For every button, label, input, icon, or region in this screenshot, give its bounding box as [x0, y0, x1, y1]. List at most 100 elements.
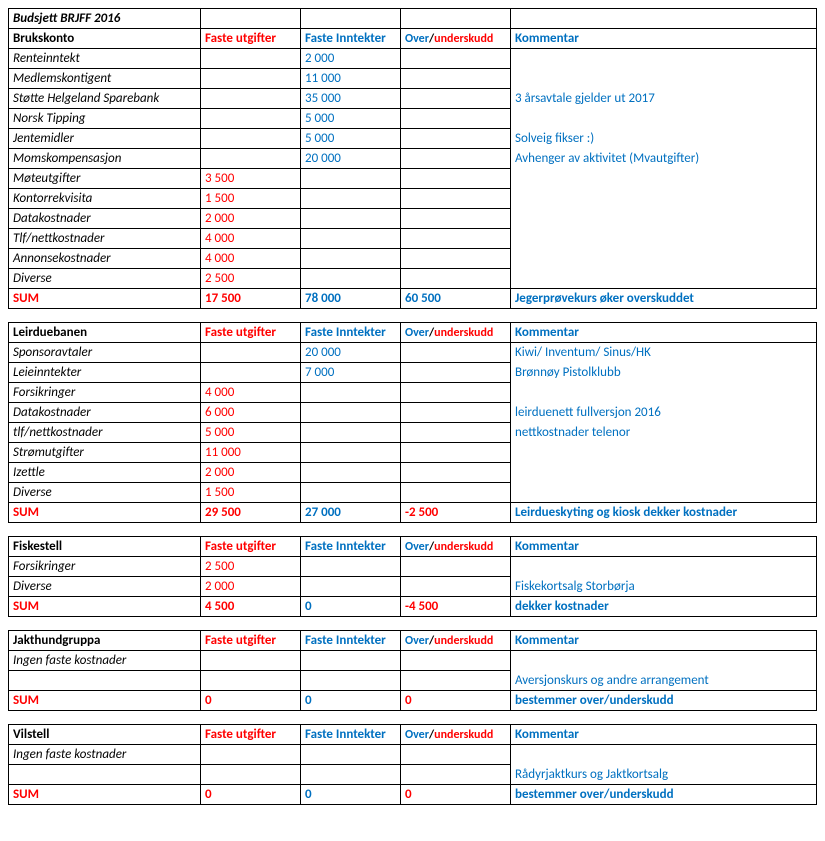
cell-inntekter: 35 000: [301, 89, 401, 109]
section-header: Jakthundgruppa: [9, 631, 201, 651]
cell-kommentar: Rådyrjaktkurs og Jaktkortsalg: [511, 765, 817, 785]
cell-ou: [401, 109, 511, 129]
cell-ou: [401, 443, 511, 463]
row-label: Norsk Tipping: [9, 109, 201, 129]
cell-ou: [401, 249, 511, 269]
col-header-kommentar: Kommentar: [511, 631, 817, 651]
cell-kommentar: [511, 229, 817, 249]
row-label: Datakostnader: [9, 403, 201, 423]
row-label: Diverse: [9, 577, 201, 597]
row-label: Møteutgifter: [9, 169, 201, 189]
col-header-overunderskudd: Over/underskudd: [401, 323, 511, 343]
cell-inntekter: [301, 765, 401, 785]
row-label: [9, 765, 201, 785]
cell-utgifter: 1 500: [201, 189, 301, 209]
sum-inntekter: 0: [301, 691, 401, 711]
cell-ou: [401, 403, 511, 423]
cell-utgifter: [201, 765, 301, 785]
cell-inntekter: [301, 383, 401, 403]
cell-utgifter: 2 000: [201, 209, 301, 229]
section-header: Vilstell: [9, 725, 201, 745]
row-label: Forsikringer: [9, 383, 201, 403]
cell-inntekter: [301, 463, 401, 483]
cell-kommentar: [511, 209, 817, 229]
cell-utgifter: 11 000: [201, 443, 301, 463]
cell-ou: [401, 745, 511, 765]
cell-inntekter: 7 000: [301, 363, 401, 383]
cell-kommentar: Avhenger av aktivitet (Mvautgifter): [511, 149, 817, 169]
col-header-overunderskudd: Over/underskudd: [401, 631, 511, 651]
cell-kommentar: nettkostnader telenor: [511, 423, 817, 443]
cell-kommentar: [511, 269, 817, 289]
col-header-utgifter: Faste utgifter: [201, 537, 301, 557]
cell-kommentar: [511, 383, 817, 403]
cell-utgifter: 1 500: [201, 483, 301, 503]
cell-utgifter: 4 000: [201, 249, 301, 269]
cell-utgifter: 2 500: [201, 557, 301, 577]
cell-ou: [401, 209, 511, 229]
cell-ou: [401, 423, 511, 443]
cell-utgifter: [201, 69, 301, 89]
cell-ou: [401, 169, 511, 189]
cell-ou: [401, 89, 511, 109]
cell-inntekter: [301, 209, 401, 229]
sum-kommentar: Jegerprøvekurs øker overskuddet: [511, 289, 817, 309]
cell-ou: [401, 557, 511, 577]
cell-kommentar: 3 årsavtale gjelder ut 2017: [511, 89, 817, 109]
row-label: Forsikringer: [9, 557, 201, 577]
sum-inntekter: 0: [301, 785, 401, 805]
sum-label: SUM: [9, 289, 201, 309]
cell-utgifter: 3 500: [201, 169, 301, 189]
cell-inntekter: [301, 269, 401, 289]
cell-inntekter: [301, 229, 401, 249]
sum-label: SUM: [9, 691, 201, 711]
cell-inntekter: 20 000: [301, 149, 401, 169]
cell-kommentar: [511, 745, 817, 765]
cell-ou: [401, 49, 511, 69]
cell-utgifter: [201, 109, 301, 129]
row-label: Diverse: [9, 483, 201, 503]
cell-kommentar: [511, 169, 817, 189]
cell-inntekter: [301, 577, 401, 597]
cell-kommentar: Brønnøy Pistolklubb: [511, 363, 817, 383]
col-header-kommentar: Kommentar: [511, 725, 817, 745]
sum-ou: 0: [401, 691, 511, 711]
cell-kommentar: [511, 557, 817, 577]
cell-utgifter: [201, 343, 301, 363]
col-header-utgifter: Faste utgifter: [201, 725, 301, 745]
col-header-utgifter: Faste utgifter: [201, 323, 301, 343]
cell-kommentar: Solveig fikser :): [511, 129, 817, 149]
cell-ou: [401, 129, 511, 149]
row-label: [9, 671, 201, 691]
cell-ou: [401, 149, 511, 169]
cell-inntekter: 2 000: [301, 49, 401, 69]
cell-kommentar: leirduenett fullversjon 2016: [511, 403, 817, 423]
cell-kommentar: [511, 69, 817, 89]
row-label: Diverse: [9, 269, 201, 289]
cell-ou: [401, 463, 511, 483]
cell-ou: [401, 383, 511, 403]
cell-utgifter: [201, 129, 301, 149]
col-header-inntekter: Faste Inntekter: [301, 323, 401, 343]
cell-utgifter: 2 000: [201, 463, 301, 483]
cell-inntekter: 5 000: [301, 109, 401, 129]
row-label: Sponsoravtaler: [9, 343, 201, 363]
cell-utgifter: 2 000: [201, 577, 301, 597]
cell-inntekter: 20 000: [301, 343, 401, 363]
col-header-inntekter: Faste Inntekter: [301, 631, 401, 651]
sum-utgifter: 0: [201, 691, 301, 711]
col-header-inntekter: Faste Inntekter: [301, 537, 401, 557]
cell-inntekter: 11 000: [301, 69, 401, 89]
sum-utgifter: 0: [201, 785, 301, 805]
cell-utgifter: 4 000: [201, 383, 301, 403]
section-header: Brukskonto: [9, 29, 201, 49]
sum-inntekter: 27 000: [301, 503, 401, 523]
cell-utgifter: [201, 49, 301, 69]
cell-inntekter: [301, 423, 401, 443]
cell-utgifter: [201, 89, 301, 109]
col-header-kommentar: Kommentar: [511, 537, 817, 557]
col-header-kommentar: Kommentar: [511, 29, 817, 49]
sum-label: SUM: [9, 597, 201, 617]
cell-kommentar: [511, 189, 817, 209]
cell-utgifter: [201, 671, 301, 691]
